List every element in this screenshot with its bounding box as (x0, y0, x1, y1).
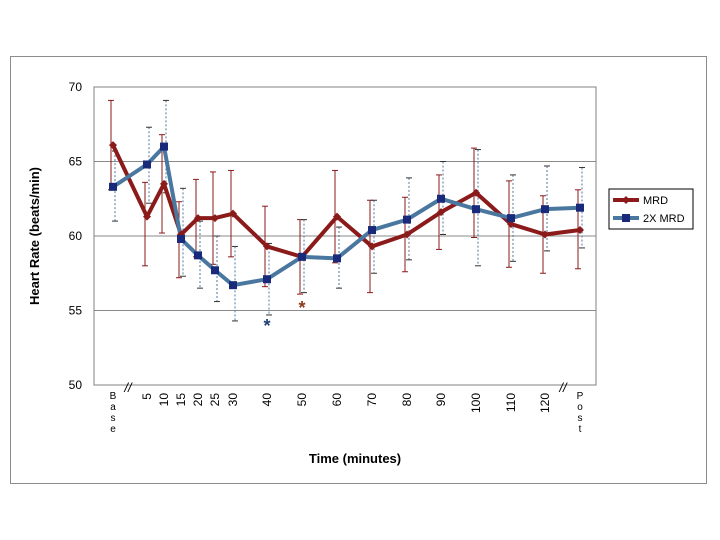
point-mrd-90 (437, 208, 445, 217)
y-axis-title: Heart Rate (beats/min) (27, 167, 42, 305)
y-tick-70: 70 (69, 80, 83, 94)
y-tick-50: 50 (69, 378, 83, 392)
x-tick-80: 80 (400, 393, 414, 407)
point-2x-mrd-120 (541, 205, 549, 214)
x-tick-20: 20 (191, 393, 205, 407)
x-tick-10: 10 (157, 393, 171, 407)
point-2x-mrd-40 (263, 275, 271, 284)
point-mrd-10 (160, 179, 168, 188)
point-2x-mrd-15 (177, 234, 185, 243)
point-mrd-60 (333, 212, 341, 221)
point-mrd-post (576, 226, 584, 235)
point-2x-mrd-80 (403, 215, 411, 224)
gridlines (94, 86, 596, 386)
axis-break-1: // (123, 380, 133, 395)
y-tick-60: 60 (69, 229, 83, 243)
y-tick-55: 55 (69, 304, 83, 318)
point-2x-mrd-10 (160, 142, 168, 151)
legend-swatch-mrd-marker (622, 196, 630, 204)
axis-break-2: // (558, 380, 568, 395)
annotations: ** (263, 298, 305, 336)
x-tick-15: 15 (174, 393, 188, 407)
point-2x-mrd-base (109, 182, 117, 191)
point-mrd-40 (263, 242, 271, 251)
axis-breaks: // // (123, 380, 568, 395)
legend-box (608, 188, 694, 230)
y-tick-labels: 50 55 60 65 70 (69, 80, 83, 392)
legend: MRD 2X MRD (608, 188, 694, 230)
point-2x-mrd-60 (333, 254, 341, 263)
x-tick-5: 5 (140, 393, 154, 400)
point-2x-mrd-30 (229, 281, 237, 290)
x-tick-60: 60 (330, 393, 344, 407)
error-bars (108, 99, 585, 322)
x-tick-120: 120 (538, 393, 552, 413)
legend-label-2x-mrd: 2X MRD (643, 213, 685, 225)
point-mrd-25 (211, 214, 219, 223)
x-tick-30: 30 (226, 393, 240, 407)
point-mrd-base (109, 141, 117, 150)
point-2x-mrd-100 (472, 205, 480, 214)
x-tick-90: 90 (434, 393, 448, 407)
point-2x-mrd-70 (368, 226, 376, 235)
series-markers (109, 141, 584, 290)
x-tick-70: 70 (365, 393, 379, 407)
point-2x-mrd-90 (437, 194, 445, 203)
point-2x-mrd-50 (298, 252, 306, 261)
point-mrd-100 (472, 188, 480, 197)
x-tick-25: 25 (208, 393, 222, 407)
x-tick-100: 100 (469, 393, 483, 413)
x-tick-50: 50 (295, 393, 309, 407)
legend-label-mrd: MRD (643, 195, 668, 207)
x-axis-title: Time (minutes) (309, 451, 401, 466)
y-tick-65: 65 (69, 155, 83, 169)
point-mrd-5 (143, 212, 151, 221)
point-2x-mrd-20 (194, 251, 202, 260)
point-mrd-80 (403, 230, 411, 239)
point-mrd-120 (541, 230, 549, 239)
point-2x-mrd-25 (211, 266, 219, 275)
significance-marker-40: * (263, 316, 270, 336)
point-mrd-70 (368, 242, 376, 251)
legend-swatch-2x-mrd-marker (622, 214, 630, 222)
point-mrd-20 (194, 214, 202, 223)
x-tick-40: 40 (260, 393, 274, 407)
point-2x-mrd-post (576, 203, 584, 212)
point-mrd-30 (229, 209, 237, 218)
plot-area-border (93, 86, 597, 386)
point-2x-mrd-110 (507, 214, 515, 223)
x-tick-110: 110 (504, 393, 518, 412)
significance-marker-50: * (298, 298, 305, 318)
point-2x-mrd-5 (143, 160, 151, 169)
